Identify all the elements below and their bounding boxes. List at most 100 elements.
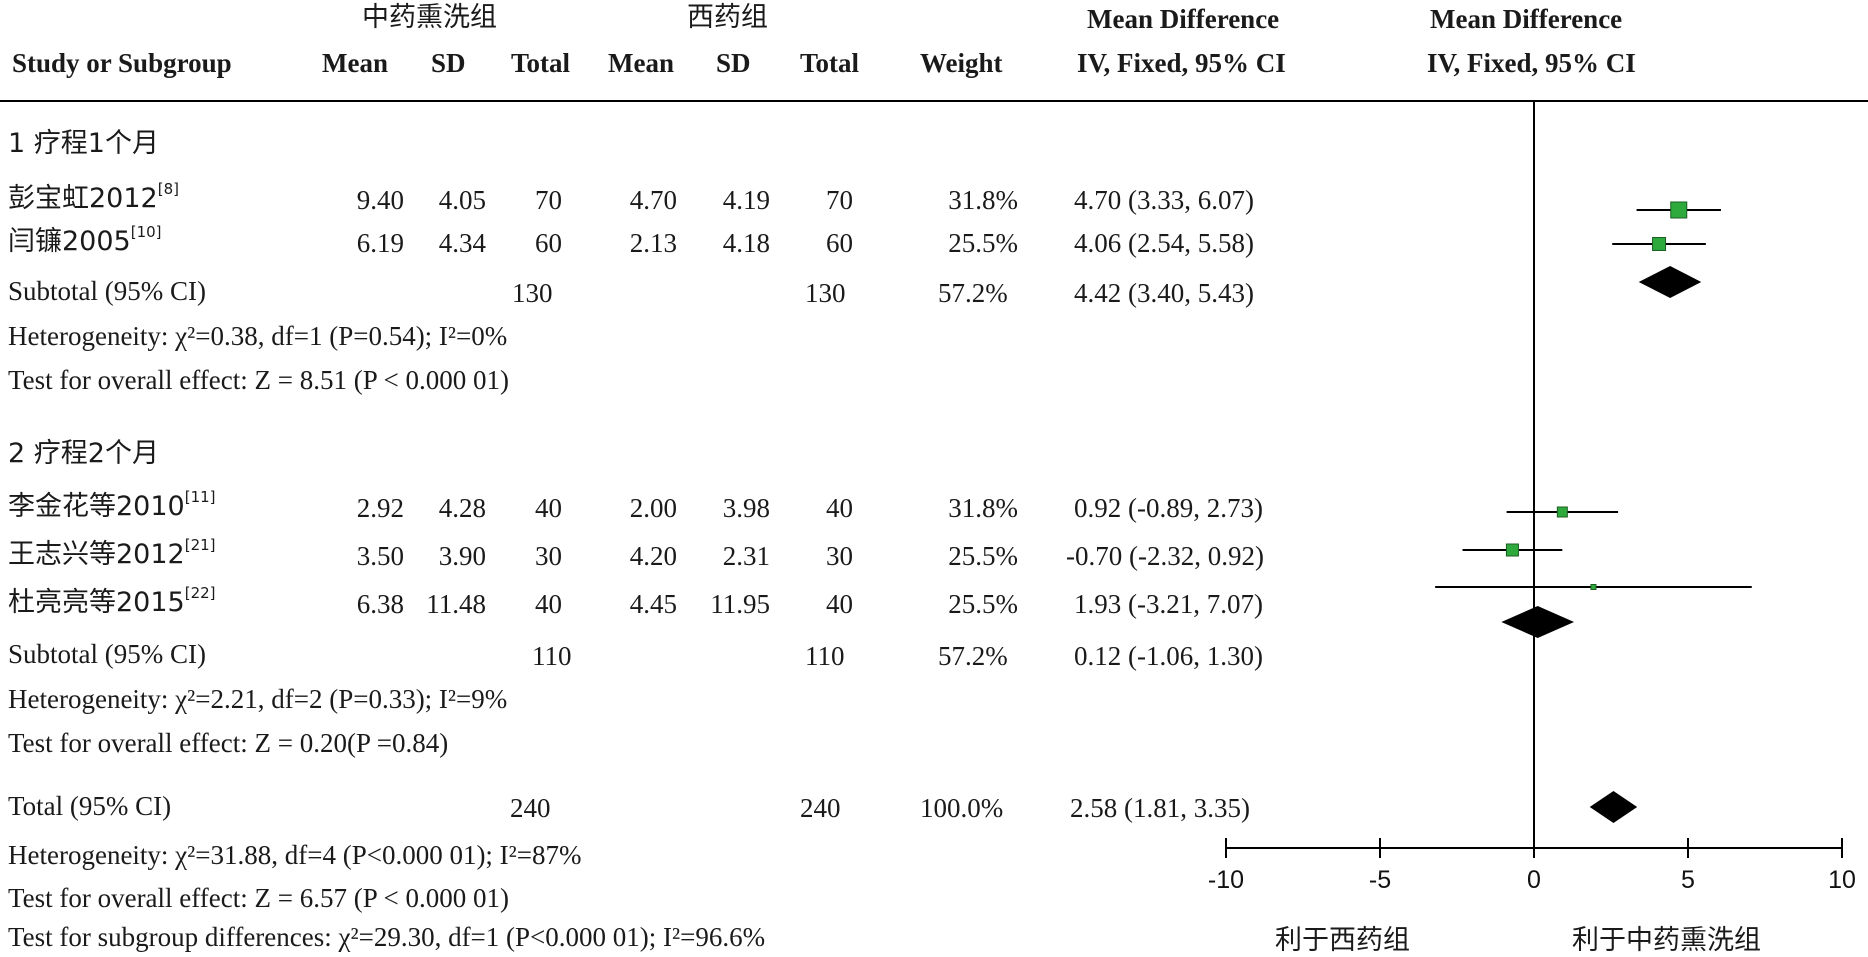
col-mean1: Mean — [322, 48, 388, 78]
study-name: 王志兴等2012[21] — [8, 538, 216, 570]
study-marker — [1670, 201, 1688, 219]
subtotal1-total1: 130 — [512, 278, 553, 308]
subtotal2-total1: 110 — [532, 641, 572, 671]
study-ci: 1.93 (-3.21, 7.07) — [1074, 589, 1263, 619]
col-ci-right: IV, Fixed, 95% CI — [1427, 48, 1636, 78]
study-total1: 40 — [535, 493, 562, 523]
study-name: 彭宝虹2012[8] — [8, 182, 179, 214]
study-total1: 40 — [535, 589, 562, 619]
study-total1: 70 — [535, 185, 562, 215]
study-marker — [1590, 584, 1597, 590]
study-name: 李金花等2010[11] — [8, 490, 216, 522]
study-total2: 40 — [826, 589, 853, 619]
col-weight: Weight — [920, 48, 1003, 78]
subgroup1-overall: Test for overall effect: Z = 8.51 (P < 0… — [8, 365, 509, 395]
total-ci: 2.58 (1.81, 3.35) — [1070, 793, 1250, 823]
study-marker — [1556, 506, 1568, 518]
total-total1: 240 — [510, 793, 551, 823]
total-heterogeneity: Heterogeneity: χ²=31.88, df=4 (P<0.000 0… — [8, 840, 582, 870]
study-ci: 0.92 (-0.89, 2.73) — [1074, 493, 1263, 523]
md-title-right: Mean Difference — [1430, 4, 1623, 34]
study-mean2: 2.13 — [629, 228, 677, 258]
col-study: Study or Subgroup — [12, 48, 232, 78]
study-name-text: 李金花等2010 — [8, 491, 185, 522]
study-total1: 60 — [535, 228, 562, 258]
study-ci: 4.70 (3.33, 6.07) — [1074, 185, 1254, 215]
study-weight: 31.8% — [948, 493, 1018, 523]
study-total2: 30 — [826, 541, 853, 571]
study-mean1: 3.50 — [356, 541, 404, 571]
total-weight: 100.0% — [920, 793, 1004, 823]
favours-right: 利于中药熏洗组 — [1572, 925, 1761, 956]
total-overall: Test for overall effect: Z = 6.57 (P < 0… — [8, 883, 509, 913]
study-weight: 25.5% — [948, 541, 1018, 571]
study-ci: -0.70 (-2.32, 0.92) — [1066, 541, 1264, 571]
study-name: 杜亮亮等2015[22] — [8, 586, 216, 618]
study-sd2: 4.19 — [722, 185, 770, 215]
study-total2: 70 — [826, 185, 853, 215]
subtotal2-weight: 57.2% — [938, 641, 1008, 671]
col-total1: Total — [511, 48, 571, 78]
group2-header: 西药组 — [687, 2, 768, 33]
study-ref: [21] — [184, 536, 216, 554]
study-weight: 31.8% — [948, 185, 1018, 215]
x-tick-label: 5 — [1681, 866, 1695, 894]
subgroup1-heterogeneity: Heterogeneity: χ²=0.38, df=1 (P=0.54); I… — [8, 321, 508, 351]
study-mean1: 2.92 — [356, 493, 404, 523]
col-total2: Total — [800, 48, 860, 78]
group1-header: 中药熏洗组 — [362, 2, 497, 33]
study-mean2: 4.20 — [629, 541, 677, 571]
study-weight: 25.5% — [948, 589, 1018, 619]
study-ref: [8] — [157, 180, 179, 198]
study-weight: 25.5% — [948, 228, 1018, 258]
pooled-diamond — [1589, 791, 1638, 823]
study-total2: 40 — [826, 493, 853, 523]
study-name: 闫镰2005[10] — [8, 225, 162, 256]
study-sd2: 2.31 — [722, 541, 770, 571]
study-sd2: 11.95 — [710, 589, 770, 619]
subgroup2-heterogeneity: Heterogeneity: χ²=2.21, df=2 (P=0.33); I… — [8, 684, 508, 714]
study-mean1: 6.19 — [356, 228, 404, 258]
study-marker — [1505, 543, 1519, 557]
study-name-text: 彭宝虹2012 — [8, 183, 158, 214]
subtotal1-total2: 130 — [805, 278, 846, 308]
subgroup2-overall: Test for overall effect: Z = 0.20(P =0.8… — [8, 728, 449, 758]
study-sd1: 4.28 — [438, 493, 486, 523]
study-name-text: 王志兴等2012 — [8, 539, 185, 570]
study-ci: 4.06 (2.54, 5.58) — [1074, 228, 1254, 258]
study-mean2: 4.70 — [629, 185, 677, 215]
study-mean1: 6.38 — [356, 589, 404, 619]
x-tick-label: -5 — [1369, 866, 1391, 894]
x-tick-label: -10 — [1208, 866, 1244, 894]
subtotal1-label: Subtotal (95% CI) — [8, 276, 206, 306]
study-sd2: 3.98 — [722, 493, 770, 523]
study-mean2: 4.45 — [629, 589, 677, 619]
study-ref: [11] — [184, 488, 216, 506]
subtotal2-ci: 0.12 (-1.06, 1.30) — [1074, 641, 1263, 671]
subgroup1-title: 1 疗程1个月 — [8, 128, 159, 159]
x-tick-label: 0 — [1527, 866, 1541, 894]
md-title-left: Mean Difference — [1087, 4, 1280, 34]
subgroup2-title: 2 疗程2个月 — [8, 438, 159, 469]
favours-left: 利于西药组 — [1275, 925, 1410, 956]
x-tick-label: 10 — [1828, 866, 1856, 894]
total-label: Total (95% CI) — [8, 791, 172, 821]
subgroup-differences: Test for subgroup differences: χ²=29.30,… — [8, 922, 766, 952]
study-mean1: 9.40 — [356, 185, 404, 215]
subtotal2-total2: 110 — [805, 641, 845, 671]
study-total2: 60 — [826, 228, 853, 258]
study-sd1: 4.05 — [438, 185, 486, 215]
study-sd1: 11.48 — [426, 589, 486, 619]
col-ci-left: IV, Fixed, 95% CI — [1077, 48, 1286, 78]
pooled-diamond — [1638, 266, 1702, 298]
study-name-text: 杜亮亮等2015 — [8, 587, 185, 618]
pooled-diamond — [1501, 606, 1575, 638]
study-sd2: 4.18 — [722, 228, 770, 258]
study-total1: 30 — [535, 541, 562, 571]
total-total2: 240 — [800, 793, 841, 823]
study-sd1: 4.34 — [438, 228, 486, 258]
subtotal1-ci: 4.42 (3.40, 5.43) — [1074, 278, 1254, 308]
col-sd2: SD — [716, 48, 751, 78]
study-ref: [10] — [130, 223, 162, 241]
